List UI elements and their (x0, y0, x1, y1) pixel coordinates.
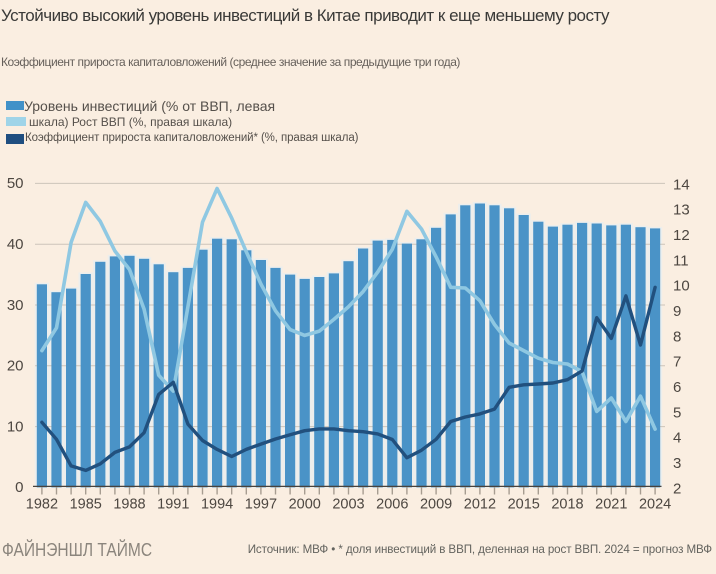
svg-text:2021: 2021 (595, 496, 627, 512)
svg-text:30: 30 (7, 297, 24, 314)
svg-text:3: 3 (673, 455, 681, 472)
svg-text:4: 4 (673, 430, 681, 447)
svg-text:1991: 1991 (157, 496, 189, 512)
svg-text:40: 40 (7, 236, 24, 253)
svg-text:50: 50 (7, 175, 24, 192)
svg-text:1988: 1988 (113, 496, 145, 512)
svg-text:2006: 2006 (376, 496, 408, 512)
svg-text:12: 12 (673, 227, 690, 244)
svg-text:1985: 1985 (70, 496, 102, 512)
svg-text:2018: 2018 (551, 496, 583, 512)
svg-text:10: 10 (673, 278, 690, 295)
svg-text:6: 6 (673, 379, 681, 396)
svg-text:2024: 2024 (639, 496, 671, 512)
svg-text:0: 0 (15, 479, 23, 496)
svg-text:14: 14 (673, 176, 690, 193)
svg-text:2000: 2000 (289, 496, 321, 512)
svg-text:13: 13 (673, 202, 690, 219)
svg-text:8: 8 (673, 328, 681, 345)
svg-text:5: 5 (673, 404, 681, 421)
svg-text:2003: 2003 (332, 496, 364, 512)
svg-text:10: 10 (7, 418, 24, 435)
svg-text:9: 9 (673, 303, 681, 320)
svg-text:11: 11 (673, 252, 689, 269)
svg-text:2012: 2012 (464, 496, 496, 512)
svg-text:1994: 1994 (201, 496, 233, 512)
svg-text:2015: 2015 (508, 496, 540, 512)
svg-text:2: 2 (673, 480, 681, 497)
svg-text:2009: 2009 (420, 496, 452, 512)
svg-text:7: 7 (673, 354, 681, 371)
svg-text:20: 20 (7, 358, 24, 375)
svg-text:1997: 1997 (245, 496, 277, 512)
svg-text:1982: 1982 (26, 496, 58, 512)
